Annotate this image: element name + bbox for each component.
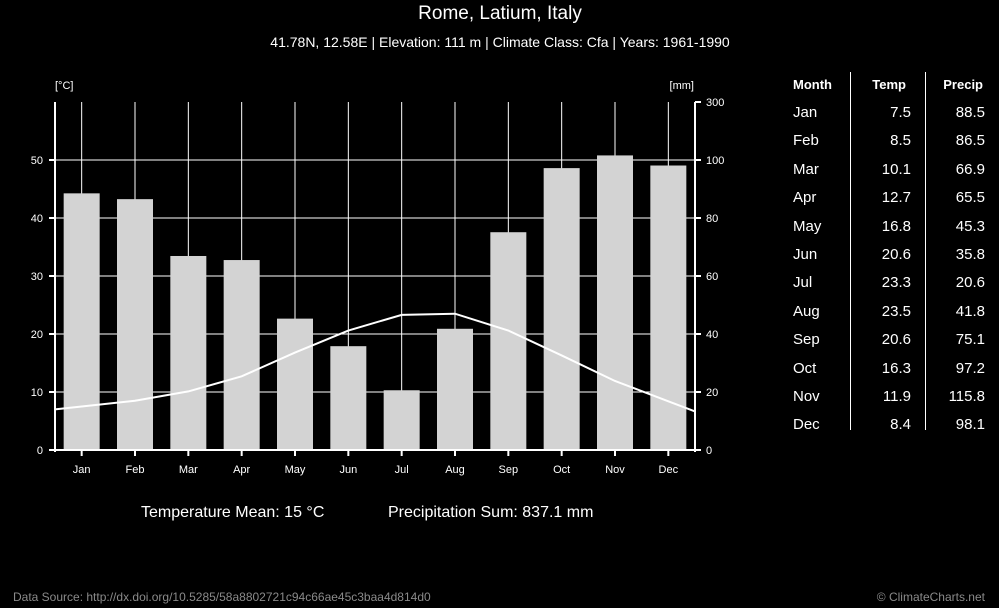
table-divider — [850, 72, 851, 430]
table-cell-temp: 20.6 — [881, 331, 911, 349]
table-cell-month: Jan — [793, 104, 818, 121]
table-cell-temp: 7.5 — [890, 104, 911, 121]
x-tick-label: Mar — [179, 464, 198, 476]
table-cell-temp: 12.7 — [881, 189, 911, 207]
x-tick-label: Jan — [73, 464, 91, 476]
table-cell-temp: 20.6 — [881, 246, 911, 263]
table-divider — [925, 72, 926, 430]
table-cell-month: Oct — [793, 359, 817, 377]
table-cell-temp: 10.1 — [881, 160, 911, 178]
x-tick-label: Apr — [233, 464, 250, 476]
precip-bar-oct — [543, 168, 580, 450]
table-cell-month: Apr — [793, 189, 817, 207]
table-cell-precip: 75.1 — [955, 331, 985, 349]
table-cell-month: Aug — [793, 302, 820, 320]
precip-bars — [63, 155, 687, 450]
precip-bar-jul — [383, 390, 420, 450]
left-tick-label: 0 — [37, 445, 43, 457]
left-tick-label: 20 — [31, 329, 43, 341]
table-cell-precip: 115.8 — [948, 388, 985, 405]
right-tick-label: 0 — [706, 445, 712, 457]
axis-labels: 0 10 20 30 40 50 0 20 40 60 80 100 300 Jan Feb Mar Apr Ma… — [31, 80, 725, 476]
precipitation-sum: Precipitation Sum: 837.1 mm — [388, 504, 594, 521]
precip-bar-jan — [63, 193, 100, 450]
left-axis-label: [°C] — [55, 80, 73, 92]
table-header-temp: Temp — [872, 77, 906, 92]
precip-bar-apr — [223, 260, 260, 450]
x-tick-label: Dec — [659, 464, 679, 476]
precip-bar-may — [277, 318, 313, 450]
right-tick-label: 80 — [706, 213, 718, 225]
precip-bar-dec — [650, 165, 687, 450]
table-cell-month: Sep — [793, 331, 820, 349]
x-tick-label: Feb — [126, 464, 145, 476]
copyright: © ClimateCharts.net — [876, 590, 985, 604]
chart-subtitle: 41.78N, 12.58E | Elevation: 111 m | Clim… — [270, 34, 730, 50]
right-tick-label: 300 — [706, 97, 724, 109]
right-tick-label: 100 — [706, 155, 724, 167]
data-source: Data Source: http://dx.doi.org/10.5285/5… — [13, 590, 431, 604]
right-axis-label: [mm] — [670, 80, 694, 92]
table-cell-month: Nov — [793, 388, 820, 405]
table-cell-temp: 16.3 — [881, 359, 911, 377]
left-tick-label: 10 — [31, 387, 43, 399]
x-tick-label: Nov — [605, 464, 625, 476]
table-cell-month: Dec — [793, 416, 820, 434]
table-cell-month: Mar — [793, 160, 819, 178]
precip-bar-mar — [170, 255, 207, 450]
table-cell-precip: 98.1 — [955, 416, 985, 434]
precip-bar-sep — [490, 232, 527, 450]
x-tick-label: Sep — [499, 464, 519, 476]
axes — [49, 101, 701, 456]
table-cell-month: Jun — [793, 246, 818, 263]
precip-bar-nov — [597, 155, 633, 450]
table-header-precip: Precip — [943, 77, 983, 92]
right-tick-label: 20 — [706, 387, 718, 399]
table-cell-precip: 65.5 — [955, 189, 985, 207]
table-cell-month: Feb — [793, 132, 819, 150]
table-cell-temp: 16.8 — [881, 217, 911, 235]
table-cell-temp: 11.9 — [882, 388, 911, 405]
temp-line-layer — [54, 312, 696, 413]
temperature-mean: Temperature Mean: 15 °C — [141, 504, 325, 521]
table-cell-precip: 97.2 — [955, 359, 985, 377]
precip-bar-feb — [117, 199, 153, 450]
x-tick-label: Jul — [395, 464, 409, 476]
table-cell-temp: 23.3 — [881, 274, 911, 292]
right-tick-label: 60 — [706, 271, 718, 283]
table-cell-precip: 35.8 — [955, 246, 985, 263]
x-tick-label: May — [285, 464, 306, 476]
x-tick-label: Jun — [339, 464, 357, 476]
table-cell-precip: 88.5 — [955, 104, 985, 121]
table-cell-precip: 45.3 — [955, 217, 985, 235]
table-cell-temp: 8.4 — [890, 416, 911, 434]
table-cell-month: May — [793, 217, 822, 235]
table-header-month: Month — [793, 77, 832, 92]
precip-bar-aug — [437, 328, 473, 450]
right-tick-label: 40 — [706, 329, 718, 341]
temp-line — [54, 312, 696, 413]
chart-title: Rome, Latium, Italy — [418, 3, 582, 24]
table-cell-precip: 20.6 — [955, 274, 985, 292]
table-cell-precip: 86.5 — [955, 132, 985, 150]
left-tick-label: 50 — [31, 155, 43, 167]
left-tick-label: 40 — [31, 213, 43, 225]
left-tick-label: 30 — [31, 271, 43, 283]
x-tick-label: Aug — [445, 464, 465, 476]
table-cell-month: Jul — [793, 274, 813, 292]
table-cell-temp: 23.5 — [881, 302, 911, 320]
x-tick-label: Oct — [553, 464, 570, 476]
table-cell-precip: 66.9 — [955, 160, 985, 178]
precip-bar-jun — [330, 346, 367, 450]
table-cell-temp: 8.5 — [890, 132, 911, 150]
table-cell-precip: 41.8 — [955, 302, 985, 320]
